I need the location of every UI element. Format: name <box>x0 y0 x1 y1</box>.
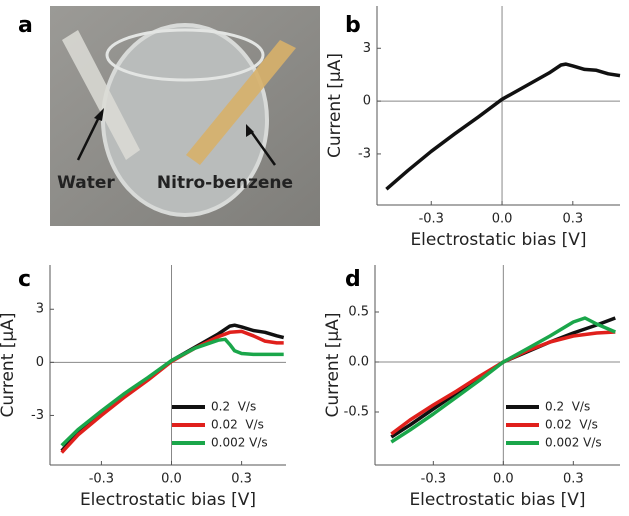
panel-label: b <box>345 13 361 38</box>
data-line <box>390 316 616 444</box>
legend-label: 0.002 V/s <box>211 436 268 450</box>
y-tick-label: -0.5 <box>344 405 369 420</box>
panel-label: d <box>345 267 361 292</box>
data-line <box>385 62 621 191</box>
x-tick-label: 0.3 <box>231 472 252 487</box>
legend-label: 0.02 V/s <box>211 418 264 432</box>
legend-label: 0.2 V/s <box>545 400 590 414</box>
panel-label: c <box>18 267 31 292</box>
x-axis-label: Electrostatic bias [V] <box>409 490 585 510</box>
y-tick-label: 0 <box>363 94 371 109</box>
x-axis-label: Electrostatic bias [V] <box>80 490 256 510</box>
panel-label: a <box>18 13 33 38</box>
y-tick-label: 0.0 <box>348 355 369 370</box>
y-tick-label: 3 <box>363 41 371 56</box>
legend-label: 0.002 V/s <box>545 436 602 450</box>
y-tick-label: -3 <box>358 146 371 161</box>
legend-label: 0.2 V/s <box>211 400 256 414</box>
data-line <box>60 337 284 447</box>
x-tick-label: -0.3 <box>421 472 446 487</box>
x-tick-label: 0.0 <box>161 472 182 487</box>
arrowhead <box>94 108 104 121</box>
nitrobenzene-tube <box>186 40 296 165</box>
y-tick-label: -3 <box>31 408 44 423</box>
x-tick-label: -0.3 <box>419 212 444 227</box>
x-tick-label: 0.3 <box>562 212 583 227</box>
photo: Water Nitro-benzene <box>50 6 320 226</box>
water-tube <box>62 30 140 160</box>
x-tick-label: 0.0 <box>493 472 514 487</box>
x-tick-label: 0.0 <box>492 212 513 227</box>
arrow <box>76 114 102 161</box>
legend-label: 0.02 V/s <box>545 418 598 432</box>
x-axis-label: Electrostatic bias [V] <box>410 230 586 250</box>
arrowhead <box>246 124 254 137</box>
photo-annotation: Nitro-benzene <box>157 173 293 193</box>
y-tick-label: 0 <box>36 355 44 370</box>
y-axis-label: Current [μA] <box>325 53 345 158</box>
beaker <box>101 23 269 217</box>
beaker-rim <box>105 28 265 82</box>
y-axis-label: Current [μA] <box>323 313 343 418</box>
arrow <box>248 129 277 166</box>
y-tick-label: 0.5 <box>348 305 369 320</box>
x-tick-label: -0.3 <box>89 472 114 487</box>
y-tick-label: 3 <box>36 302 44 317</box>
data-line <box>60 329 284 454</box>
photo-annotation: Water <box>57 173 115 193</box>
x-tick-label: 0.3 <box>563 472 584 487</box>
y-axis-label: Current [μA] <box>0 313 18 418</box>
data-line <box>60 323 285 452</box>
